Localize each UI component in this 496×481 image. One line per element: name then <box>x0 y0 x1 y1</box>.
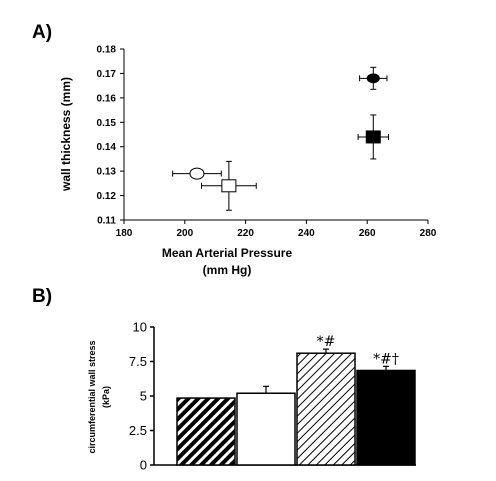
panel-a-x-tick-label: 280 <box>420 228 437 239</box>
panel-a-x-tick-label: 260 <box>359 228 376 239</box>
panel-a-axes: 0.11 0.12 0.13 0.14 0.15 0.16 0.17 0.18 180 200 22… <box>97 45 437 240</box>
bar-open <box>236 392 296 466</box>
panel-a-y-tick-label: 0.13 <box>97 167 117 178</box>
data-point-filled-circle <box>366 73 380 84</box>
panel-a-xlabel-line2: (mm Hg) <box>203 263 252 277</box>
data-point-filled-square <box>365 130 381 144</box>
panel-a-ylabel: wall thickness (mm) <box>59 77 73 192</box>
panel-a-y-tick-label: 0.16 <box>97 93 117 104</box>
panel-a-y-tick-label: 0.15 <box>97 118 117 129</box>
bar-dense-hatch <box>176 397 236 466</box>
panel-a-y-tick-label: 0.12 <box>97 191 117 202</box>
panel-b-ylabel-line1: circumferential wall stress <box>87 340 97 453</box>
panel-a-x-tick-label: 220 <box>237 228 254 239</box>
panel-b-ylabel-line2: (kPa) <box>101 386 111 408</box>
bar-significance-annotation: *#† <box>373 351 399 367</box>
panel-a-x-tick-label: 240 <box>298 228 315 239</box>
data-point-open-circle <box>189 167 205 180</box>
panel-b-y-tick-label: 0 <box>140 458 147 473</box>
panel-b-bars: *# *#† <box>176 334 416 466</box>
panel-a-y-tick-label: 0.18 <box>97 45 117 56</box>
bar-significance-annotation: *# <box>317 334 336 350</box>
bar-light-hatch <box>296 352 356 466</box>
panel-b-y-tick-label: 10 <box>133 320 147 335</box>
panel-a-x-tick-label: 200 <box>176 228 193 239</box>
panel-b-y-tick-label: 5 <box>140 389 147 404</box>
panel-b-y-tick-label: 7.5 <box>129 354 147 369</box>
panel-a-y-tick-label: 0.11 <box>97 216 116 227</box>
panel-a-y-tick-label: 0.14 <box>97 142 117 153</box>
panel-a-points <box>172 66 389 211</box>
panel-a-y-tick-label: 0.17 <box>97 69 117 80</box>
bar-filled <box>356 369 416 466</box>
panel-b-label: B) <box>32 286 52 307</box>
data-point-open-square <box>221 179 237 193</box>
panel-a-xlabel-line1: Mean Arterial Pressure <box>162 246 293 260</box>
panel-a-label: A) <box>32 22 52 43</box>
panel-a-x-tick-label: 180 <box>116 228 133 239</box>
panel-b-y-tick-label: 2.5 <box>129 423 147 438</box>
